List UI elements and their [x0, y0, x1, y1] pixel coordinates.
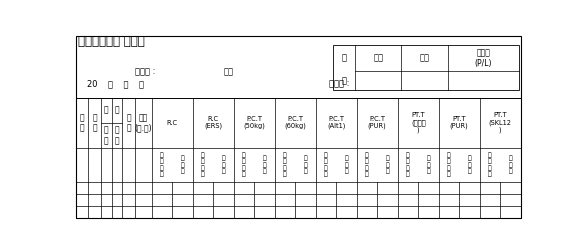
Text: 부
설
총
수: 부 설 총 수: [242, 152, 246, 177]
Text: 부
설
총
수: 부 설 총 수: [283, 152, 287, 177]
Text: 파
손
수: 파 손 수: [345, 155, 349, 174]
Text: 20    년    월    일: 20 년 월 일: [87, 79, 144, 88]
Text: P.C.T
(PUR): P.C.T (PUR): [368, 116, 386, 129]
Text: 센터: 센터: [224, 68, 234, 77]
Text: 구
간: 구 간: [92, 113, 97, 132]
Text: 파
손
수: 파 손 수: [427, 155, 430, 174]
Text: P.C.T
(Alt1): P.C.T (Alt1): [327, 116, 346, 129]
Text: 파
손
수: 파 손 수: [222, 155, 225, 174]
Text: 파
손
수: 파 손 수: [304, 155, 307, 174]
Text: 위: 위: [104, 106, 108, 115]
Text: 부
설
총
수: 부 설 총 수: [406, 152, 410, 177]
Text: 재: 재: [342, 76, 346, 85]
Text: P.C.T
(50kg): P.C.T (50kg): [243, 116, 265, 129]
Text: 파
손
수: 파 손 수: [262, 155, 267, 174]
Text: 점검자 :: 점검자 :: [328, 79, 349, 88]
Text: 선
별: 선 별: [80, 113, 84, 132]
Text: 콘크리트침목 검사표: 콘크리트침목 검사표: [78, 35, 145, 48]
Text: 부
설
총
수: 부 설 총 수: [160, 152, 164, 177]
Text: 센터명 :: 센터명 :: [135, 68, 155, 77]
Text: PT.T
(SKL12
): PT.T (SKL12 ): [489, 112, 512, 133]
Text: PT.T
(PUR): PT.T (PUR): [450, 116, 469, 129]
Text: 담당: 담당: [373, 54, 383, 63]
Text: 까
지: 까 지: [115, 126, 119, 145]
Text: 파
손
수: 파 손 수: [509, 155, 512, 174]
Text: 부
설
총
수: 부 설 총 수: [365, 152, 369, 177]
Text: 부장: 부장: [420, 54, 430, 63]
Text: 면
장: 면 장: [126, 113, 131, 132]
Text: 상하
(내.외): 상하 (내.외): [134, 113, 152, 132]
Text: R.C: R.C: [166, 120, 178, 126]
Text: 부
설
총
수: 부 설 총 수: [324, 152, 328, 177]
Text: 치: 치: [115, 106, 119, 115]
Text: 파
손
수: 파 손 수: [180, 155, 184, 174]
Text: 결: 결: [342, 54, 346, 63]
Text: 부
설
총
수: 부 설 총 수: [488, 152, 492, 177]
Text: P.C.T
(60kg): P.C.T (60kg): [285, 116, 306, 129]
Bar: [333, 45, 519, 90]
Text: 부
설
총
수: 부 설 총 수: [201, 152, 205, 177]
Text: R.C
(ERS): R.C (ERS): [204, 116, 222, 129]
Text: 센터장
(P/L): 센터장 (P/L): [475, 49, 492, 68]
Bar: [76, 97, 521, 218]
Text: 부
터: 부 터: [104, 126, 108, 145]
Text: PT.T
(방진상
): PT.T (방진상 ): [411, 112, 425, 133]
Text: 파
손
수: 파 손 수: [467, 155, 471, 174]
Text: 부
설
총
수: 부 설 총 수: [447, 152, 451, 177]
Text: 파
손
수: 파 손 수: [386, 155, 389, 174]
